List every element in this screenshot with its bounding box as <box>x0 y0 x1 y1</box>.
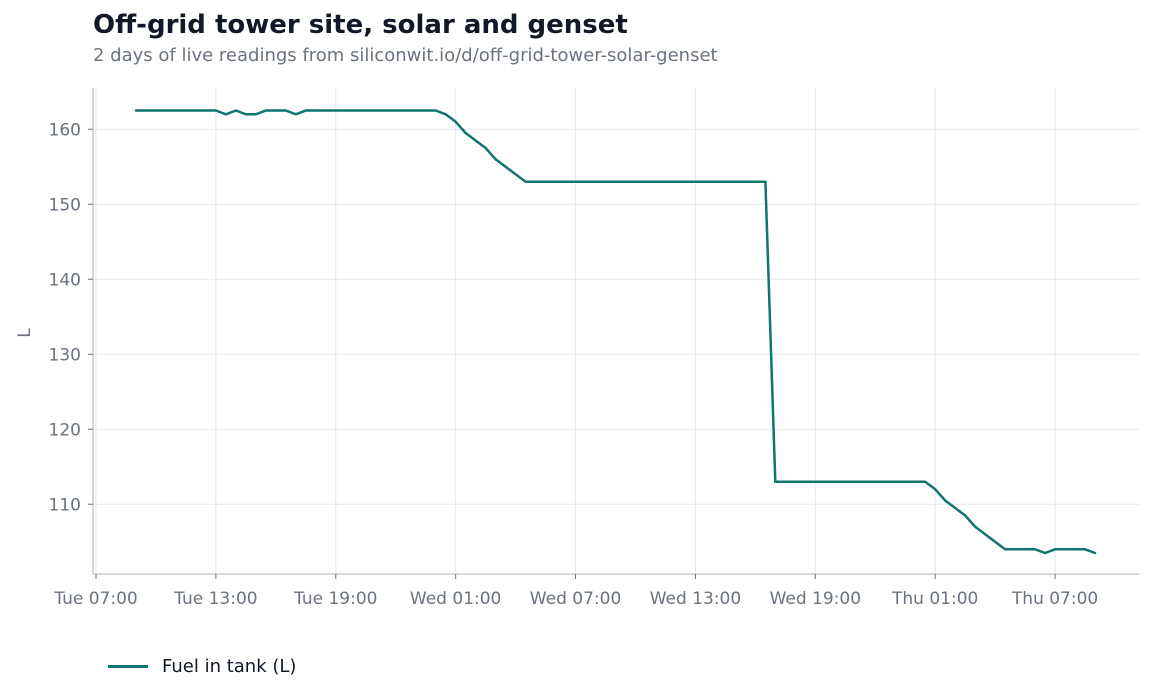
x-tick-label: Tue 13:00 <box>173 589 257 609</box>
y-tick-label: 160 <box>49 120 81 140</box>
x-tick-label: Wed 19:00 <box>770 589 861 609</box>
y-tick-label: 120 <box>49 420 81 440</box>
x-tick-label: Thu 01:00 <box>891 589 978 609</box>
x-tick-label: Tue 07:00 <box>53 589 137 609</box>
y-tick-label: 110 <box>49 495 81 515</box>
chart-subtitle: 2 days of live readings from siliconwit.… <box>93 45 718 66</box>
legend-swatch <box>108 665 148 668</box>
legend: Fuel in tank (L) <box>108 656 296 677</box>
x-tick-label: Wed 13:00 <box>650 589 741 609</box>
y-tick-label: 140 <box>49 270 81 290</box>
series-layer <box>134 109 1097 555</box>
y-axis-title: L <box>15 328 35 338</box>
grid-layer <box>93 88 1139 574</box>
x-tick-label: Thu 07:00 <box>1011 589 1098 609</box>
axis-layer: 110 120 130 140 150 160 Tue 07:00 Tue 13:00 Tue … <box>49 88 1139 609</box>
x-tick-label: Wed 07:00 <box>530 589 621 609</box>
x-tick-label: Wed 01:00 <box>410 589 501 609</box>
series-line-0 <box>134 109 1097 555</box>
y-tick-label: 130 <box>49 345 81 365</box>
y-tick-label: 150 <box>49 195 81 215</box>
chart-title: Off-grid tower site, solar and genset <box>93 10 628 40</box>
legend-label: Fuel in tank (L) <box>162 656 297 677</box>
x-tick-label: Tue 19:00 <box>293 589 377 609</box>
